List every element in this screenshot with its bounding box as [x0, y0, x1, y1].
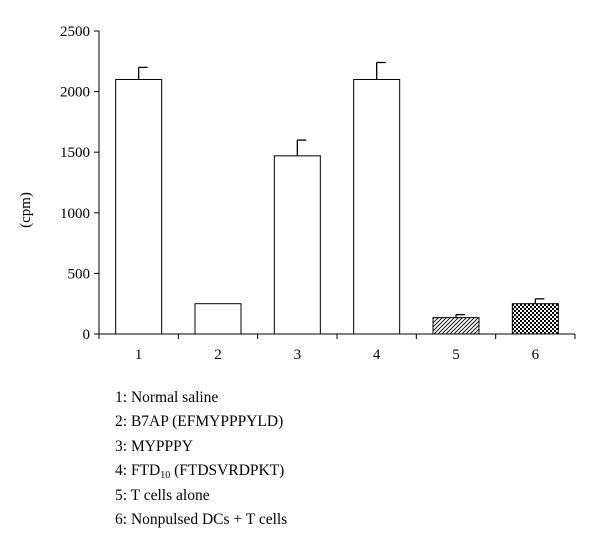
legend-item-2: 2: B7AP (EFMYPPPYLD) [115, 413, 284, 431]
bar-5 [432, 317, 480, 335]
x-tick-label-6: 6 [532, 347, 540, 363]
bar-3 [273, 155, 321, 335]
bars [115, 61, 559, 335]
y-tick-label-5: 2500 [60, 24, 90, 40]
y-tick-label-2: 1000 [60, 206, 90, 222]
bar-chart: 0 500 1000 1500 2000 2500 1 2 3 4 5 6 (cpm) [18, 24, 576, 363]
y-axis-label: (cpm) [18, 192, 34, 228]
legend-item-4: 4: FTD10 (FTDSVRDPKT) [115, 462, 285, 482]
bar-4 [353, 78, 401, 335]
y-tick-label-0: 0 [83, 327, 91, 343]
legend-item-1: 1: Normal saline [115, 389, 219, 406]
x-tick-label-1: 1 [135, 347, 143, 363]
axes: 0 500 1000 1500 2000 2500 1 2 3 4 5 6 [60, 24, 576, 363]
legend-item-5: 5: T cells alone [115, 486, 210, 504]
y-tick-label-4: 2000 [60, 85, 90, 101]
y-tick-label-3: 1500 [60, 145, 90, 161]
x-tick-label-3: 3 [294, 347, 302, 363]
bar-2 [194, 303, 242, 335]
legend: 1: Normal saline 2: B7AP (EFMYPPPYLD) 3:… [115, 386, 287, 532]
bar-6 [511, 303, 559, 335]
legend-item-6: 6: Nonpulsed DCs + T cells [115, 511, 288, 529]
y-tick-label-1: 500 [68, 266, 91, 282]
bar-1 [115, 78, 163, 335]
x-tick-label-4: 4 [373, 347, 381, 363]
legend-item-3: 3: MYPPPY [115, 437, 193, 455]
x-tick-label-5: 5 [452, 347, 460, 363]
x-tick-label-2: 2 [214, 347, 222, 363]
